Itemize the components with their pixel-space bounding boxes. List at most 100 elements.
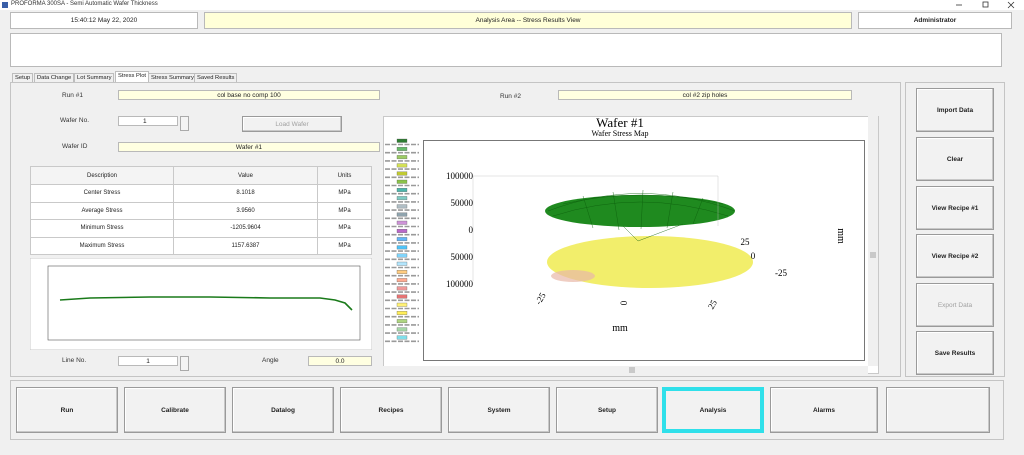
stress-mesh [545,195,735,227]
legend-swatch [396,179,408,184]
table-row: Center Stress 8.1018 MPa [30,184,372,203]
side-button[interactable]: Clear [916,137,994,181]
legend-swatch [396,204,408,209]
table-cell: Center Stress [30,184,174,203]
color-legend [385,138,419,343]
side-button[interactable]: View Recipe #1 [916,186,994,230]
y-tick-label: 25 [741,237,751,247]
table-cell: MPa [317,184,372,203]
tab[interactable]: Setup [12,73,34,82]
legend-swatch [396,171,408,176]
nav-button[interactable]: Recipes [340,387,442,433]
side-button: Export Data [916,283,994,327]
table-cell: MPa [317,236,372,255]
tab[interactable]: Stress Summary [148,73,197,82]
line-no-input[interactable]: 1 [118,356,178,366]
tab[interactable]: Stress Plot [115,71,150,82]
table-cell: Average Stress [30,201,174,220]
side-button[interactable]: Import Data [916,88,994,132]
side-button[interactable]: View Recipe #2 [916,234,994,278]
nav-button[interactable]: Analysis [662,387,764,433]
z-tick-label: 0 [469,225,474,235]
x-axis-label: mm [612,323,628,334]
wafer-id-label: Wafer ID [62,143,88,150]
table-row: Minimum Stress -1205.9604 MPa [30,219,372,238]
plot-frame [423,140,865,361]
legend-swatch [396,220,408,225]
table-cell: -1205.9604 [173,219,318,238]
nav-button[interactable]: System [448,387,550,433]
header-cell: Value [173,166,318,185]
wafer-no-spinner[interactable] [180,116,189,131]
table-cell: 1157.6387 [173,236,318,255]
map-subtitle: Wafer Stress Map [591,129,648,138]
user[interactable]: Administrator [858,12,1012,29]
tab[interactable]: Data Change [34,73,75,82]
line-no-label: Line No. [62,357,87,364]
legend-swatch [396,155,408,160]
z-tick-label: 50000 [451,252,474,262]
angle-label: Angle [262,357,279,364]
angle-field: 0.0 [308,356,372,366]
legend-swatch [396,163,408,168]
nav-button[interactable]: Alarms [770,387,878,433]
message-box [10,33,1002,67]
table-row: Average Stress 3.9560 MPa [30,201,372,220]
wafer-no-label: Wafer No. [60,117,90,124]
nav-button-blank[interactable] [886,387,990,433]
table-cell: MPa [317,219,372,238]
table-row: Maximum Stress 1157.6387 MPa [30,236,372,255]
header-cell: Units [317,166,372,185]
axis-box [472,175,719,281]
app-icon [2,2,8,8]
tab[interactable]: Lot Summary [74,73,115,82]
map-title: Wafer #1 [596,116,644,130]
nav-button[interactable]: Run [16,387,118,433]
window-title: PROFORMA 300SA - Semi Automatic Wafer Th… [11,1,158,7]
legend-swatch [396,319,408,324]
y-tick-label: 0 [751,251,756,261]
table-cell: Maximum Stress [30,236,174,255]
legend-swatch [396,311,408,315]
table-cell: MPa [317,201,372,220]
scroll-thumb[interactable] [870,252,876,258]
table-cell: Minimum Stress [30,219,174,238]
profile-plot [30,258,372,350]
z-tick-label: 100000 [446,279,474,289]
run2-field: col #2 zip holes [558,90,852,100]
y-axis-label: mm [835,228,846,244]
main-panel [10,82,901,377]
line-no-spinner[interactable] [180,356,189,371]
scroll-thumb[interactable] [629,367,635,373]
nav-button[interactable]: Calibrate [124,387,226,433]
side-button[interactable]: Save Results [916,331,994,375]
legend-swatch [396,253,408,258]
table-header-row: Description Value Units [30,166,372,185]
legend-swatch [396,278,408,283]
legend-swatch [396,147,408,151]
table-cell: 8.1018 [173,184,318,203]
wafer-surface [547,236,753,288]
legend-swatch [396,229,408,233]
vertical-scrollbar[interactable] [868,116,878,366]
area-banner: Analysis Area -- Stress Results View [204,12,852,29]
legend-swatch [396,261,408,266]
wafer-no-input[interactable]: 1 [118,116,178,126]
horizontal-scrollbar[interactable] [383,366,868,374]
title-bar: PROFORMA 300SA - Semi Automatic Wafer Th… [0,0,1024,10]
load-wafer-button[interactable]: Load Wafer [242,116,342,132]
legend-swatch [396,138,408,143]
nav-panel [10,380,1004,440]
legend-swatch [396,245,408,250]
nav-button[interactable]: Setup [556,387,658,433]
legend-swatch [396,237,408,242]
x-tick-label: 0 [619,300,629,305]
wafer-id-field: Wafer #1 [118,142,380,152]
nav-button[interactable]: Datalog [232,387,334,433]
legend-swatch [396,294,408,299]
tab[interactable]: Saved Results [194,73,238,82]
legend-swatch [396,196,408,201]
window-controls[interactable] [950,0,1020,10]
y-tick-label: -25 [775,268,787,278]
